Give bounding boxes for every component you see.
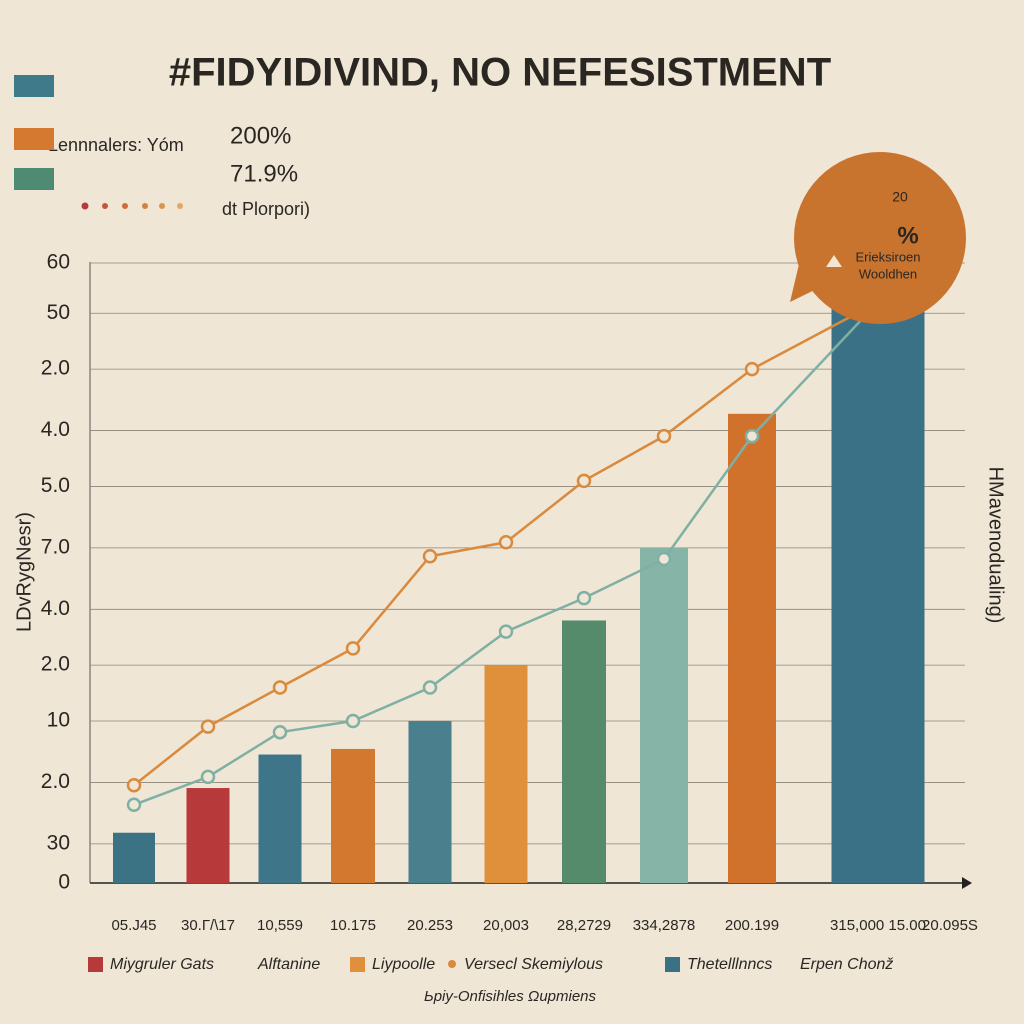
legend-swatch — [665, 957, 680, 972]
y-tick-label: 2.0 — [41, 653, 70, 676]
dot — [122, 203, 128, 209]
callout-icon — [826, 255, 842, 267]
dot — [159, 203, 165, 209]
dot — [81, 202, 89, 210]
line — [133, 301, 879, 806]
dots — [81, 202, 183, 210]
x-tick-label: 10.175 — [330, 917, 376, 934]
top-legend-swatch — [14, 168, 54, 190]
line-point — [498, 624, 514, 639]
x-tick-label: 20,003 — [483, 917, 529, 934]
y-tick-label: 4.0 — [41, 597, 70, 620]
legend-label: Versecl Skemiylous — [464, 956, 603, 973]
line-point — [126, 797, 142, 813]
x-tick-label: 05.J45 — [111, 917, 156, 934]
dot — [142, 203, 148, 209]
x-axis-arrow — [962, 877, 972, 889]
x-tick-label: 334,2878 — [633, 917, 696, 934]
legend-swatch — [350, 957, 365, 972]
chart-title: #FIDYIDIVIND, NO NEFESISTMENT — [169, 51, 831, 95]
bar — [640, 547, 688, 883]
x-tick-label: 200.199 — [725, 917, 779, 934]
y-axis-title: LDvRygNesr) — [13, 512, 35, 632]
y2-axis-title: HMavenodualing) — [985, 467, 1007, 624]
line-point — [744, 428, 760, 444]
top-legend-value: 200% — [230, 122, 291, 149]
y-tick-label: 2.0 — [41, 770, 70, 793]
y-tick-label: 5.0 — [41, 474, 70, 497]
line-point — [345, 713, 361, 729]
line-point — [200, 719, 216, 734]
footnote: Ьpiy-Onfisihles Ωupmiens — [424, 988, 597, 1005]
y-tick-label: 2.0 — [41, 357, 70, 380]
top-legend-label: Lennnalers: Yóm — [48, 135, 184, 155]
bar — [484, 665, 528, 883]
line-point — [345, 641, 361, 656]
y-tick-label: 0 — [58, 871, 70, 894]
bar — [258, 754, 302, 883]
x-tick-label: 10,559 — [257, 917, 303, 934]
line-point — [272, 724, 288, 740]
bar — [562, 620, 606, 883]
x-tick-label: 315,000 15.00 — [830, 917, 926, 934]
top-legend-swatch — [14, 75, 54, 97]
line-point — [656, 551, 672, 567]
top-legend-swatch — [14, 128, 54, 150]
legend-label: Liypoolle — [372, 956, 435, 973]
bar — [113, 832, 155, 883]
y-tick-label: 7.0 — [41, 535, 70, 558]
dot — [177, 203, 183, 209]
bar — [186, 788, 230, 883]
x-tick-label: 20.253 — [407, 917, 453, 934]
line-point — [744, 361, 760, 377]
bar — [331, 748, 375, 883]
line-point — [422, 680, 438, 695]
line-point — [200, 769, 216, 785]
y-tick-label: 10 — [47, 709, 70, 732]
line-point — [126, 778, 142, 793]
y-tick-label: 30 — [47, 831, 70, 854]
x-tick-label: 20.095S — [922, 917, 978, 934]
line — [133, 300, 879, 787]
x-tick-label: 30.Г/\17 — [181, 917, 235, 934]
line-point — [498, 535, 514, 550]
callout-line: Erieksiroen — [855, 249, 920, 264]
bar — [408, 721, 452, 883]
y-tick-label: 60 — [47, 251, 70, 274]
callout-line: Wooldhen — [859, 266, 917, 281]
legend-label: Alftanine — [257, 956, 320, 973]
legend-label: Miygruler Gats — [110, 956, 214, 973]
top-legend-note: dt Plorpori) — [222, 199, 310, 219]
x-tick-label: 28,2729 — [557, 917, 611, 934]
line-point — [576, 590, 592, 606]
bar — [831, 302, 925, 883]
legend-swatch — [448, 960, 456, 968]
legend-swatch — [88, 957, 103, 972]
line-point — [422, 548, 438, 564]
dot — [102, 203, 108, 209]
callout — [794, 152, 966, 324]
top-legend-value: 71.9% — [230, 160, 298, 187]
y-tick-label: 4.0 — [41, 418, 70, 441]
legend-label: Erpen Chonž — [800, 956, 893, 973]
bar — [728, 413, 776, 883]
callout-symbol: % — [897, 222, 918, 249]
line-point — [656, 428, 672, 444]
y-tick-label: 50 — [47, 301, 70, 324]
legend-label: Thetelllnncs — [687, 956, 772, 973]
line-point — [272, 680, 288, 695]
line-point — [576, 473, 592, 489]
callout-number: 20 — [892, 189, 908, 205]
